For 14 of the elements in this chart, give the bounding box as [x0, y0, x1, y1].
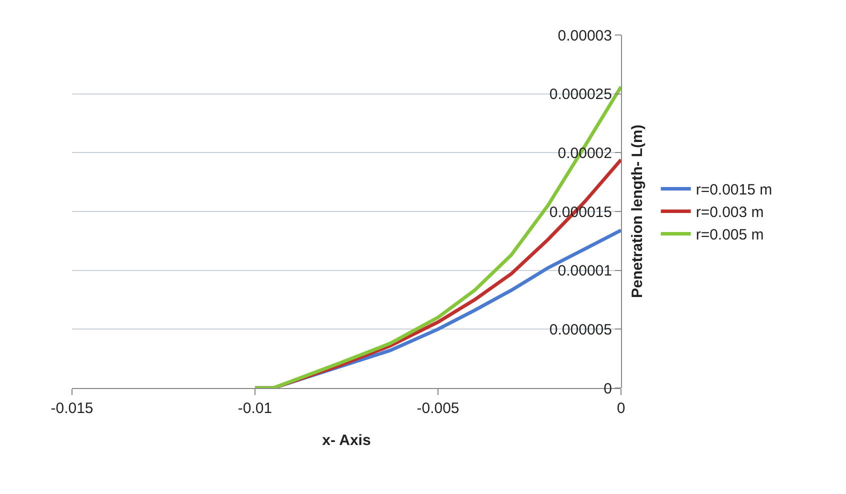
y-tick-label: 0 [604, 380, 612, 398]
x-tick-label: -0.015 [50, 400, 94, 417]
legend-label: r=0.0015 m [696, 182, 772, 199]
x-axis-title: x- Axis [322, 432, 371, 449]
x-tick-label: -0.005 [416, 400, 460, 417]
x-tick-label: 0 [616, 400, 626, 417]
legend-label: r=0.003 m [696, 204, 764, 222]
y-axis-title: Penetration length- L(m) [629, 124, 646, 298]
legend-label: r=0.005 m [696, 226, 764, 244]
y-tick-label: 0.00001 [558, 262, 612, 280]
y-tick-label: 0.00003 [558, 27, 612, 44]
y-tick-label: 0.000025 [549, 86, 612, 104]
x-tick-label: -0.01 [238, 400, 272, 417]
y-tick-label: 0.000005 [549, 321, 612, 338]
